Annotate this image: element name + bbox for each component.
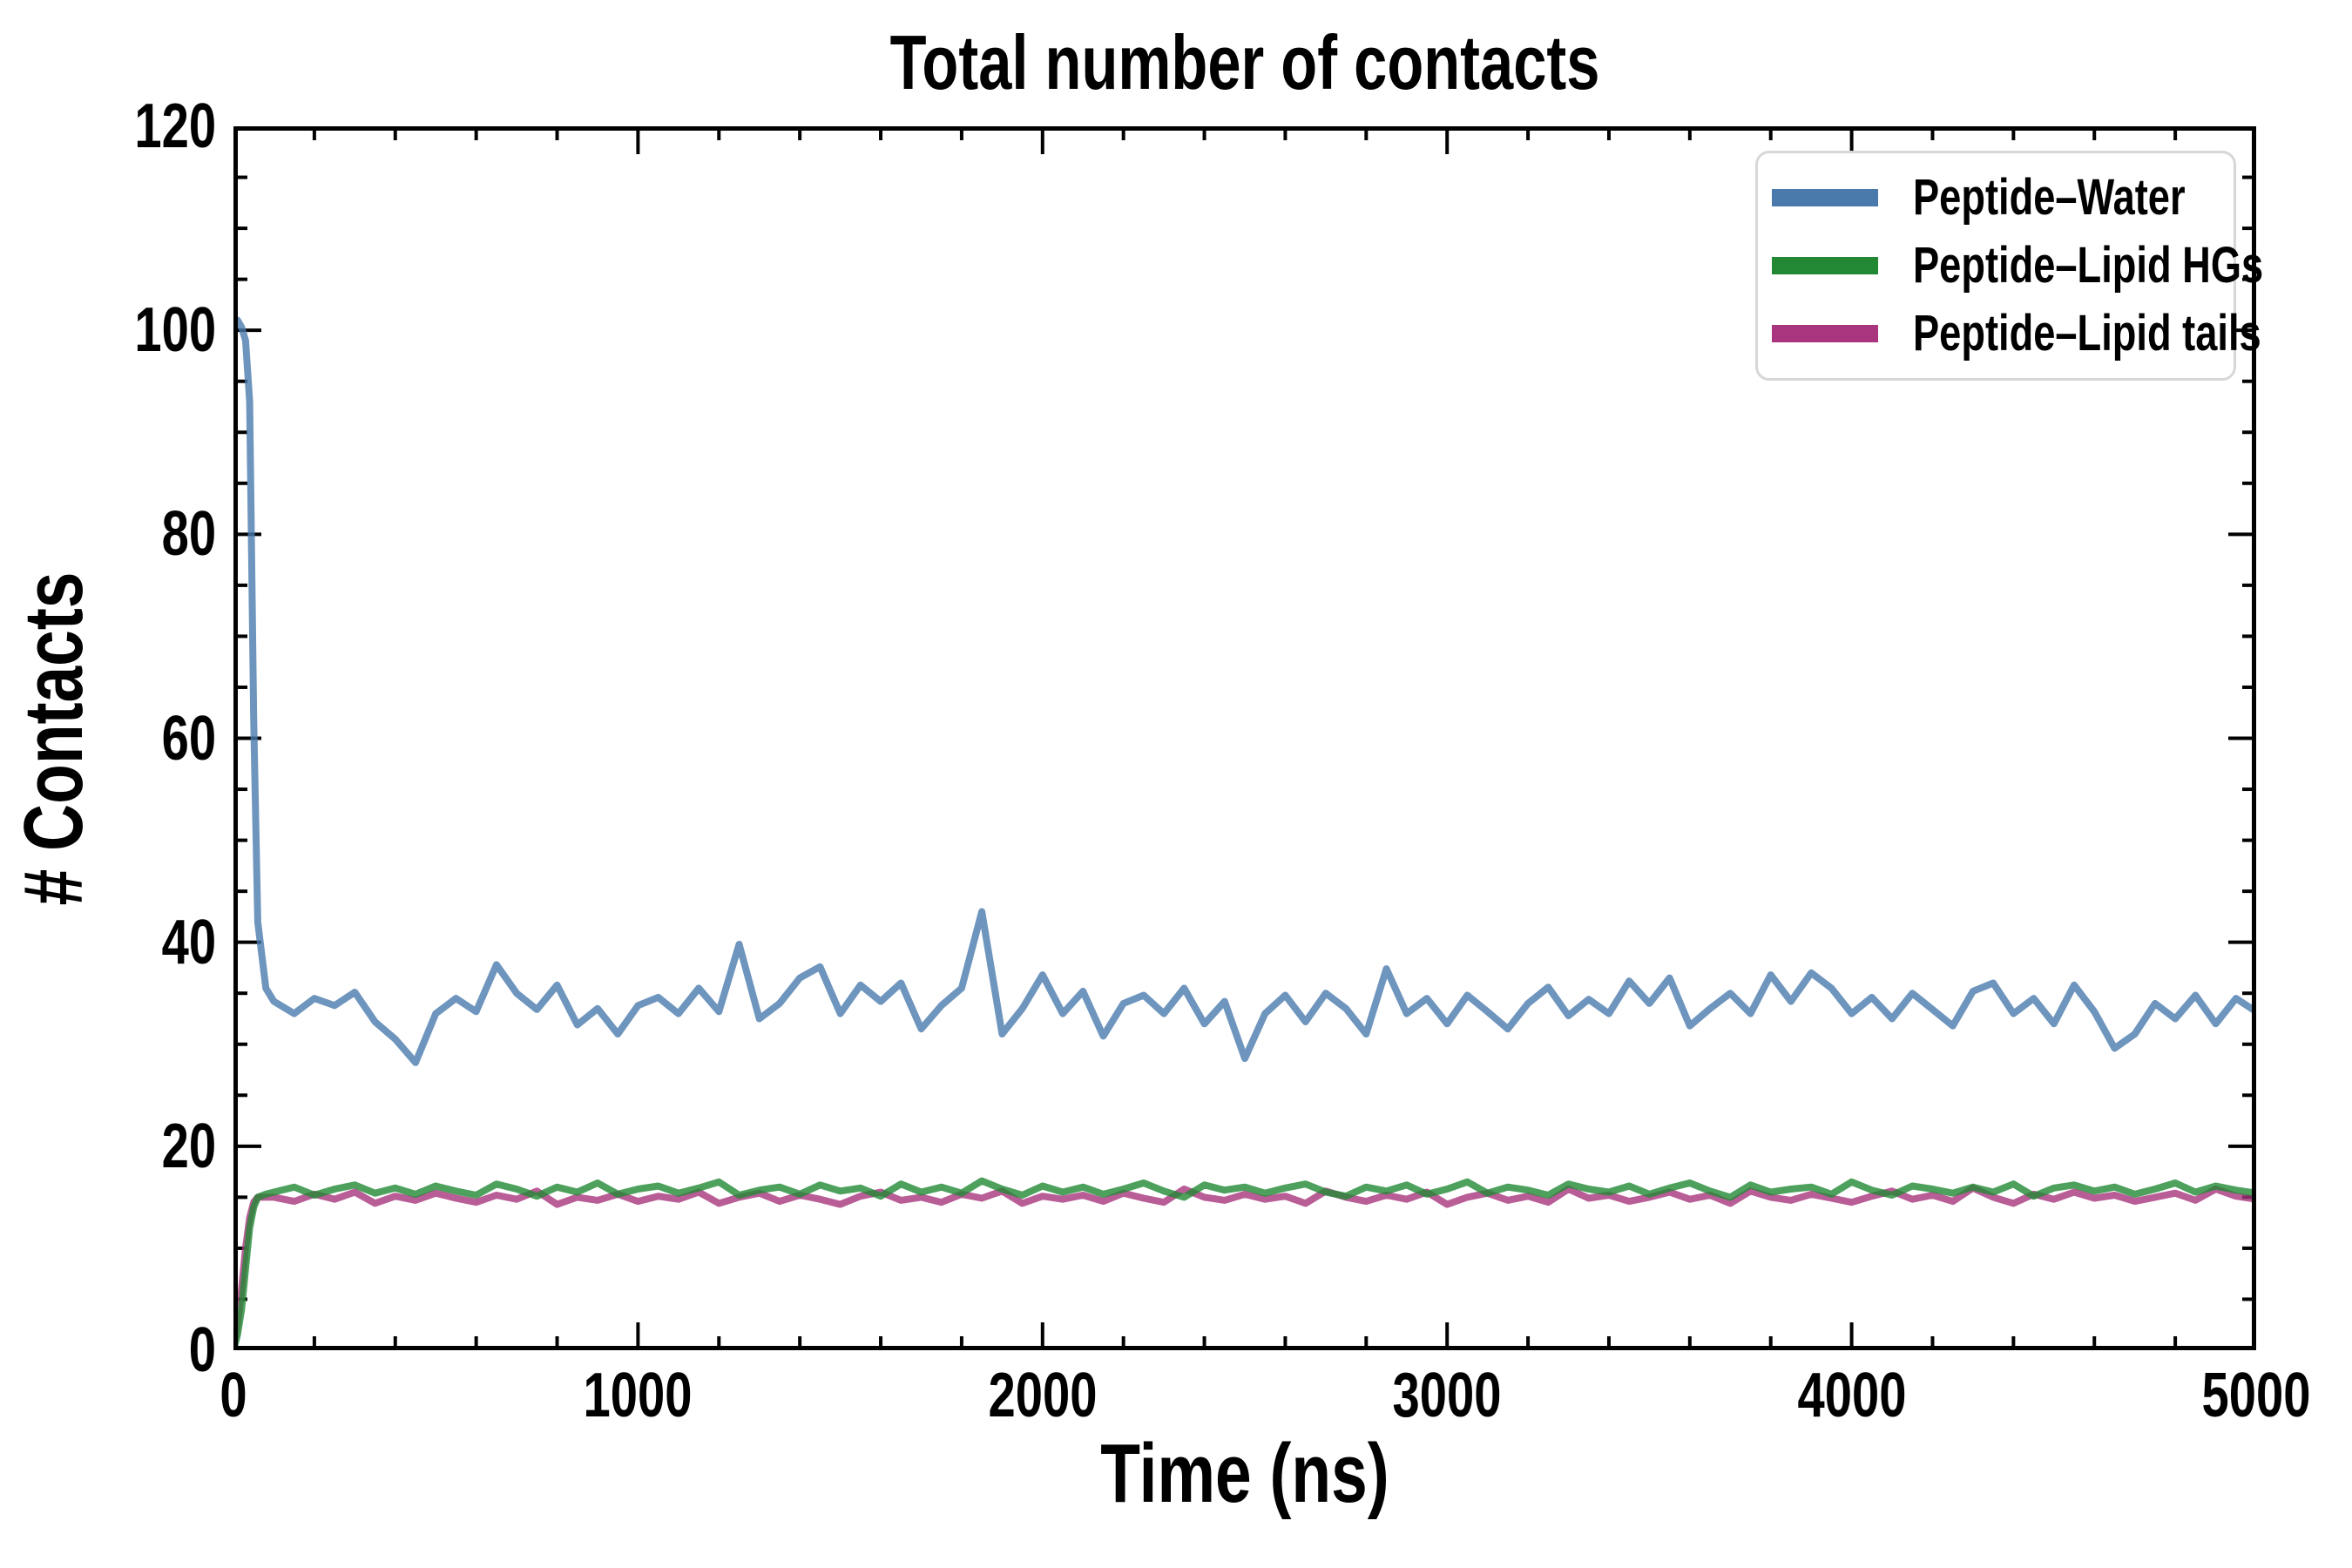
y-tick-label: 40 [161, 907, 216, 977]
legend-swatch-peptide-lipid-tails [1772, 325, 1878, 342]
legend-item-peptide-lipid-hgs: Peptide–Lipid HGs [1772, 240, 2263, 291]
x-tick-label: 0 [220, 1361, 247, 1430]
legend-item-peptide-lipid-tails: Peptide–Lipid tails [1772, 308, 2261, 359]
y-tick-label: 60 [161, 703, 216, 774]
x-tick-label: 2000 [988, 1361, 1098, 1430]
legend: Peptide–Water Peptide–Lipid HGs Peptide–… [1755, 151, 2263, 381]
y-axis-label: # Contacts [7, 571, 100, 906]
legend-item-peptide-water: Peptide–Water [1772, 172, 2227, 223]
x-tick-label: 3000 [1392, 1361, 1502, 1430]
x-tick-label: 1000 [583, 1361, 693, 1430]
y-tick-label: 120 [134, 91, 216, 161]
chart-title: Total number of contacts [889, 19, 1600, 105]
legend-swatch-peptide-lipid-hgs [1772, 257, 1878, 274]
chart-canvas [233, 126, 2256, 1350]
legend-swatch-peptide-water [1772, 189, 1878, 206]
legend-label-peptide-water: Peptide–Water [1913, 169, 2186, 226]
legend-label-peptide-lipid-hgs: Peptide–Lipid HGs [1913, 237, 2264, 294]
x-axis-label: Time (ns) [1100, 1427, 1389, 1520]
plot-area [233, 126, 2256, 1350]
y-tick-label: 80 [161, 499, 216, 570]
y-tick-label: 100 [134, 295, 216, 366]
y-tick-label: 20 [161, 1111, 216, 1181]
x-tick-label: 5000 [2201, 1361, 2311, 1430]
y-tick-label: 0 [188, 1315, 216, 1385]
legend-label-peptide-lipid-tails: Peptide–Lipid tails [1913, 305, 2261, 362]
x-tick-label: 4000 [1797, 1361, 1907, 1430]
